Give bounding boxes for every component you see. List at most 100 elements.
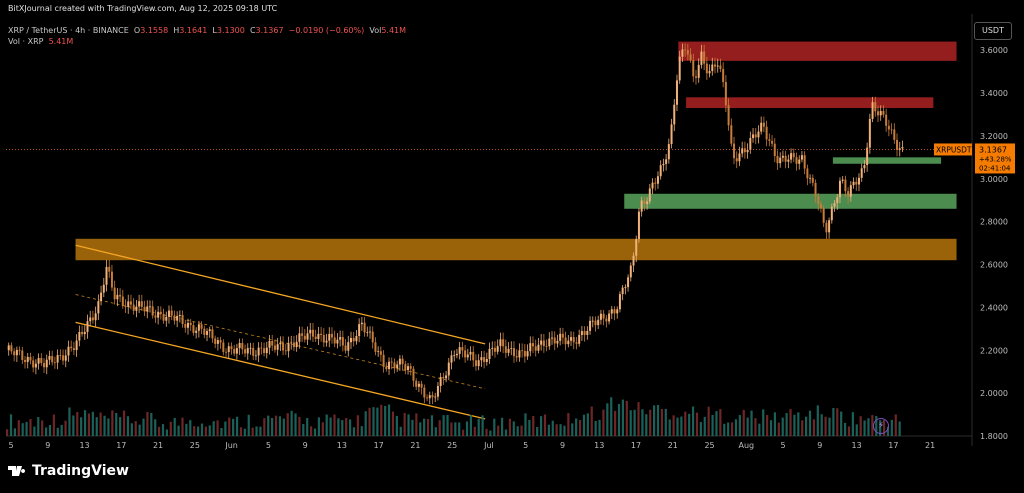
volume-bar <box>707 406 710 436</box>
volume-bar <box>115 412 118 436</box>
candle-body <box>83 331 86 335</box>
candle-body <box>404 364 407 371</box>
volume-bar <box>364 411 367 436</box>
volume-bar <box>551 420 554 436</box>
volume-bar <box>333 414 336 436</box>
candle-body <box>244 349 247 354</box>
candle-body <box>714 64 717 67</box>
candle-body <box>561 333 564 338</box>
candle-body <box>407 366 410 371</box>
candle-body <box>474 360 477 367</box>
candle-body <box>610 309 613 314</box>
candle-body <box>469 351 472 355</box>
volume-bar <box>317 417 321 436</box>
candle-body <box>675 80 678 105</box>
y-tick-label: 2.0000 <box>980 389 1008 398</box>
candle-body <box>700 51 703 65</box>
candle-body <box>200 324 203 329</box>
candle-body <box>415 380 418 387</box>
candle-body <box>828 220 831 233</box>
volume-bar <box>859 416 862 436</box>
volume-bar <box>403 412 406 436</box>
candle-body <box>453 355 456 357</box>
candle-body <box>211 329 214 339</box>
candle-body <box>154 315 157 318</box>
candle-body <box>360 322 363 325</box>
volume-bar <box>325 414 328 436</box>
candle-body <box>181 314 184 325</box>
candle-body <box>890 129 893 131</box>
volume-bar <box>536 426 539 436</box>
candle-body <box>203 328 206 335</box>
y-tick-label: 2.6000 <box>980 261 1008 270</box>
candle-body <box>798 159 801 164</box>
candle-body <box>762 122 765 127</box>
candle-body <box>189 322 192 326</box>
candle-body <box>523 350 526 357</box>
candle-body <box>249 347 252 349</box>
candle-body <box>197 324 200 331</box>
candle-body <box>21 350 24 360</box>
candle-body <box>59 355 62 356</box>
volume-bar <box>80 417 83 436</box>
candle-body <box>379 351 382 355</box>
candle-body <box>431 395 434 398</box>
candle-body <box>532 343 535 347</box>
candle-body <box>276 344 279 350</box>
candle-body <box>800 155 803 160</box>
candle-body <box>458 347 461 354</box>
volume-bar <box>37 417 40 436</box>
volume-bar <box>801 420 804 436</box>
candle-body <box>733 143 736 159</box>
volume-bar <box>508 418 511 436</box>
supply-zone-mid <box>686 97 934 109</box>
candle-body <box>26 356 29 362</box>
candle-body <box>140 301 143 307</box>
volume-bar <box>789 409 792 436</box>
candle-body <box>314 336 317 339</box>
volume-bar <box>653 405 656 436</box>
volume-bar <box>723 423 726 436</box>
candle-body <box>290 342 293 344</box>
volume-bar <box>48 425 52 436</box>
y-tick-label: 2.8000 <box>980 218 1008 227</box>
candle-body <box>124 306 127 308</box>
candle-body <box>830 206 833 221</box>
volume-bar <box>485 428 488 436</box>
candle-body <box>591 320 594 322</box>
candle-body <box>349 337 352 343</box>
x-tick-label: Jul <box>483 441 494 450</box>
volume-bar <box>777 422 780 436</box>
candle-body <box>887 125 890 130</box>
candle-body <box>480 357 483 361</box>
candle-body <box>792 153 795 158</box>
candle-body <box>347 342 350 351</box>
lightning-icon[interactable]: ⚡ <box>873 418 889 434</box>
volume-bar <box>438 420 441 436</box>
volume-bar <box>103 415 106 436</box>
volume-bar <box>337 418 340 436</box>
volume-bar <box>840 411 843 436</box>
volume-bar <box>306 418 309 436</box>
candle-body <box>844 179 847 192</box>
volume-bar <box>590 406 593 436</box>
currency-button[interactable]: USDT <box>974 22 1012 40</box>
candle-body <box>857 177 860 185</box>
candle-body <box>548 338 551 347</box>
candle-body <box>279 342 282 345</box>
candle-body <box>529 343 532 352</box>
candle-body <box>586 330 589 335</box>
volume-bar <box>235 416 239 436</box>
candle-body <box>708 71 711 74</box>
volume-bar <box>220 428 223 436</box>
candle-body <box>263 348 266 354</box>
change-value: −0.0190 (−0.60%) <box>288 26 365 35</box>
candle-body <box>599 313 602 320</box>
candle-body <box>896 139 899 150</box>
candle-body <box>409 366 412 369</box>
candle-body <box>184 324 187 328</box>
volume-bar <box>664 408 667 436</box>
candle-body <box>86 321 89 332</box>
chart-credit: BitXJournal created with TradingView.com… <box>8 4 278 13</box>
